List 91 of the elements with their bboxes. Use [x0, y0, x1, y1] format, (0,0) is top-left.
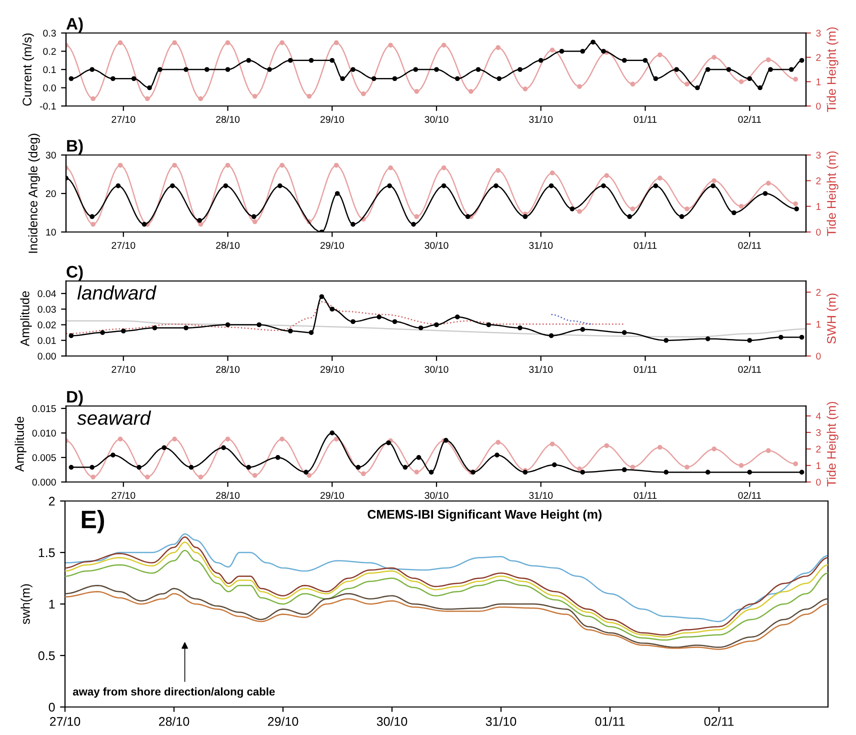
x-tick-label: 27/10: [112, 242, 136, 249]
y2-tick-label: 2: [816, 446, 821, 452]
y-tick-label: 0.03: [38, 306, 56, 313]
y-axis-title: Amplitude: [20, 291, 32, 346]
y-tick-label: 0.0: [43, 84, 56, 92]
x-tick-label: 28/10: [216, 366, 240, 373]
y-tick-label: 0.1: [43, 66, 56, 74]
x-tick-label: 29/10: [320, 116, 344, 123]
x-tick-label: 31/10: [486, 716, 516, 726]
x-tick-label: 27/10: [112, 492, 136, 499]
text: CMEMS-IBI Significant Wave Height (m): [368, 510, 602, 522]
y2-tick-label: 0: [816, 228, 821, 236]
x-tick-label: 31/10: [529, 492, 553, 499]
y2-tick-label: 3: [816, 30, 821, 37]
x-tick-label: 28/10: [216, 242, 240, 249]
x-tick-label: 01/11: [634, 242, 657, 249]
y-tick-label: 1: [49, 600, 55, 609]
x-tick-label: 30/10: [376, 716, 408, 726]
x-tick-label: 01/11: [634, 366, 657, 373]
x-tick-label: 30/10: [424, 366, 448, 373]
y2-tick-label: 0: [816, 102, 821, 110]
chart-title: B): [67, 139, 83, 155]
x-tick-label: 27/10: [50, 716, 80, 726]
x-tick-label: 31/10: [529, 242, 553, 249]
y-axis-title: swh(m): [20, 584, 32, 624]
x-tick-label: 02/11: [738, 242, 761, 249]
x-tick-label: 02/11: [704, 716, 734, 726]
y2-tick-label: 3: [816, 152, 821, 159]
chart-title: E): [82, 510, 104, 534]
annotation: landward: [77, 285, 157, 300]
y-tick-label: 0: [48, 702, 55, 712]
chart-title: A): [66, 17, 83, 33]
y-axis-title: Incidence Angle (deg): [28, 134, 40, 253]
y2-tick-label: 0: [816, 478, 821, 486]
chart-title: D): [67, 390, 83, 406]
y-tick-label: 10: [46, 228, 56, 236]
annotation: away from shore direction/along cable: [72, 687, 275, 698]
x-tick-label: 01/11: [634, 492, 657, 499]
y2-tick-label: 1: [816, 462, 821, 469]
x-tick-label: 30/10: [424, 116, 448, 123]
x-tick-label: 28/10: [158, 716, 190, 726]
x-tick-label: 27/10: [112, 366, 136, 373]
y-tick-label: 0.005: [32, 454, 56, 462]
x-tick-label: 31/10: [529, 116, 553, 123]
y2-tick-label: 2: [816, 54, 821, 61]
y2-axis-title: Tide Height (m): [826, 402, 838, 487]
y2-tick-label: 3: [816, 429, 821, 436]
y2-tick-label: 1: [816, 320, 821, 328]
x-tick-label: 29/10: [320, 492, 344, 499]
y2-tick-label: 1: [816, 203, 821, 210]
x-tick-label: 29/10: [268, 716, 298, 726]
y-tick-label: 1.5: [38, 548, 55, 558]
y2-tick-label: 2: [816, 288, 821, 296]
y-tick-label: 20: [46, 190, 56, 198]
x-tick-label: 01/11: [595, 716, 625, 726]
y-tick-label: 0.000: [32, 478, 56, 486]
x-tick-label: 31/10: [529, 366, 553, 373]
y-tick-label: 0.02: [38, 321, 56, 328]
x-tick-label: 30/10: [424, 242, 448, 249]
y2-axis-title: Tide Height (m): [826, 27, 838, 112]
y-tick-label: 0.04: [38, 290, 56, 298]
y2-tick-label: 1: [816, 78, 821, 86]
y-axis-title: Current (m/s): [22, 33, 34, 106]
y-tick-label: 30: [46, 152, 56, 159]
y2-tick-label: 4: [816, 412, 821, 420]
chart-title: C): [66, 265, 83, 281]
x-tick-label: 27/10: [112, 116, 136, 123]
x-tick-label: 02/11: [738, 366, 761, 373]
y2-tick-label: 2: [816, 177, 821, 184]
y-tick-label: 0.01: [38, 337, 56, 344]
x-tick-label: 28/10: [216, 492, 240, 499]
x-tick-label: 02/11: [738, 492, 761, 499]
y-tick-label: 0.3: [43, 30, 56, 37]
x-tick-label: 29/10: [320, 366, 344, 373]
y-tick-label: 2: [48, 496, 55, 506]
y-tick-label: 0.2: [43, 48, 56, 55]
annotation: seaward: [77, 410, 152, 425]
y-tick-label: 0.00: [38, 352, 56, 360]
x-tick-label: 01/11: [634, 116, 657, 123]
y2-axis-title: SWH (m): [826, 294, 838, 344]
y-tick-label: 0.010: [32, 430, 56, 437]
y-tick-label: 0.015: [32, 405, 56, 412]
y-tick-label: 0.5: [38, 651, 55, 660]
x-tick-label: 29/10: [320, 242, 344, 249]
y-axis-title: Amplitude: [14, 416, 26, 472]
x-tick-label: 02/11: [738, 116, 761, 123]
y2-tick-label: 0: [816, 352, 821, 360]
x-tick-label: 30/10: [424, 492, 448, 499]
y-tick-label: -0.1: [40, 102, 56, 110]
y2-axis-title: Tide Height (m): [826, 151, 838, 236]
x-tick-label: 28/10: [216, 116, 240, 123]
